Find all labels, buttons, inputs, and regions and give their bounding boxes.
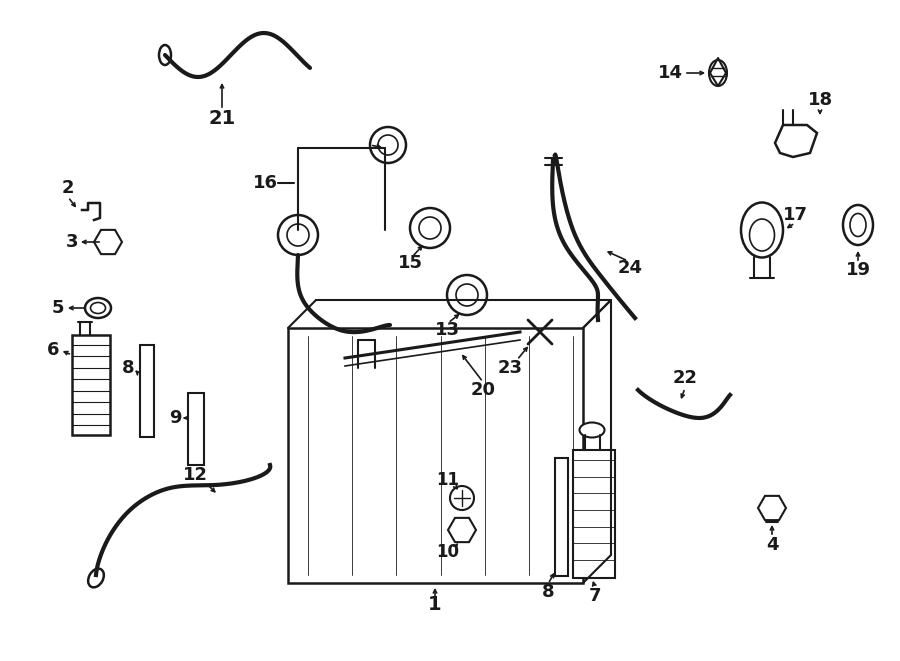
Bar [140, 345, 154, 437]
Ellipse shape [580, 422, 605, 438]
Text: 15: 15 [398, 254, 422, 272]
Ellipse shape [88, 568, 104, 588]
Text: 1: 1 [428, 596, 442, 615]
Circle shape [450, 486, 474, 510]
Text: 9: 9 [169, 409, 181, 427]
Text: 3: 3 [66, 233, 78, 251]
Bar [573, 450, 615, 578]
Text: 13: 13 [435, 321, 460, 339]
Text: 16: 16 [253, 174, 277, 192]
Text: 12: 12 [183, 466, 208, 484]
Ellipse shape [159, 45, 171, 65]
Ellipse shape [709, 60, 727, 86]
Circle shape [447, 275, 487, 315]
Text: 23: 23 [498, 359, 523, 377]
Text: 24: 24 [617, 259, 643, 277]
Circle shape [278, 215, 318, 255]
Circle shape [410, 208, 450, 248]
Text: 18: 18 [807, 91, 833, 109]
Bar [188, 393, 204, 465]
Bar [72, 335, 110, 435]
Ellipse shape [843, 205, 873, 245]
Bar [555, 458, 568, 576]
Text: 6: 6 [47, 341, 59, 359]
Text: 21: 21 [209, 108, 236, 128]
Ellipse shape [741, 202, 783, 258]
Text: 14: 14 [658, 64, 682, 82]
Text: 17: 17 [782, 206, 807, 224]
Text: 20: 20 [471, 381, 496, 399]
Text: 19: 19 [845, 261, 870, 279]
Text: 8: 8 [122, 359, 134, 377]
Ellipse shape [85, 298, 111, 318]
Text: 8: 8 [542, 583, 554, 601]
Circle shape [370, 127, 406, 163]
Text: 5: 5 [52, 299, 64, 317]
Text: 11: 11 [436, 471, 460, 489]
Text: 4: 4 [766, 536, 778, 554]
Text: 22: 22 [672, 369, 698, 387]
Text: 2: 2 [62, 179, 74, 197]
Bar [288, 328, 583, 583]
Text: 10: 10 [436, 543, 460, 561]
Text: 7: 7 [589, 587, 601, 605]
